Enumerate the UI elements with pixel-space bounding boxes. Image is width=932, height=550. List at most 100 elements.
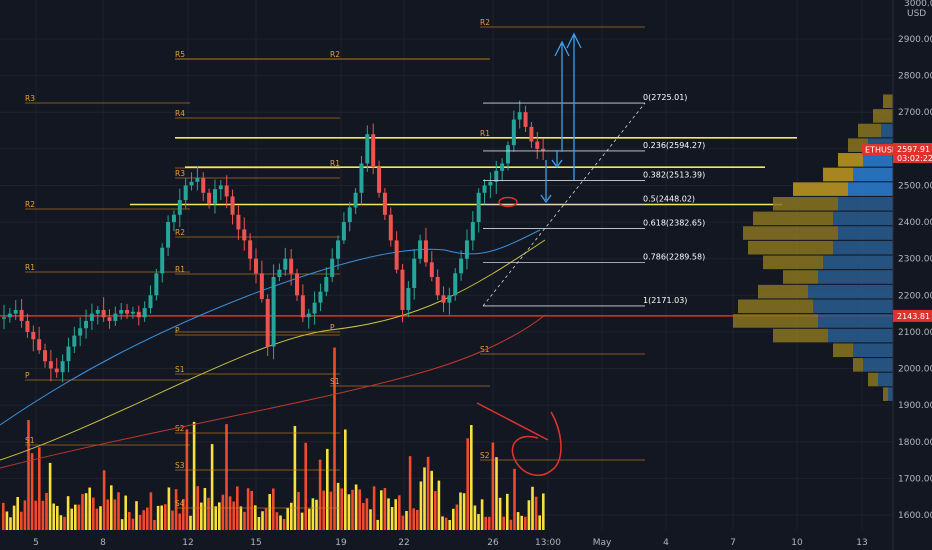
volume-bar — [9, 517, 12, 530]
candle-body — [101, 309, 106, 318]
pivot-label: S1 — [175, 365, 185, 374]
volume-bar — [164, 504, 167, 530]
volume-profile — [733, 94, 893, 401]
volume-bar — [426, 456, 430, 530]
candles — [2, 100, 546, 383]
volume-bar — [189, 515, 192, 530]
profile-bar-up — [758, 284, 808, 299]
volume-bar — [2, 502, 5, 530]
volume-bar — [441, 516, 444, 530]
profile-bar-up — [883, 94, 893, 109]
candle-body — [160, 247, 165, 274]
volume-bar — [362, 502, 365, 530]
volume-bar — [351, 489, 354, 530]
pivot-label: R2 — [480, 18, 490, 27]
candle-body — [201, 178, 206, 193]
volume-bar — [534, 496, 538, 530]
currency-label: USD — [907, 9, 926, 19]
volume-bar — [250, 490, 253, 530]
profile-bar-down — [863, 358, 893, 372]
candle-body — [412, 258, 417, 288]
profile-bar-down — [828, 328, 893, 343]
candle-body — [318, 291, 323, 303]
profile-bar-down — [838, 226, 893, 240]
profile-bar-down — [863, 153, 893, 167]
volume-bar — [279, 515, 282, 530]
volume-bar — [27, 420, 30, 530]
profile-bar-down — [888, 387, 893, 401]
volume-bar — [261, 511, 264, 530]
volume-bar — [390, 507, 394, 530]
candle-body — [177, 200, 182, 215]
profile-bar-up — [743, 226, 838, 240]
volume-bar — [221, 494, 225, 530]
time-tick-label: 5 — [33, 538, 39, 548]
profile-bar-up — [873, 109, 893, 123]
volume-bar — [102, 470, 106, 530]
price-axis[interactable]: 1600.00 1700.00 1800.00 1900.00 2000.00 2100.… — [862, 0, 932, 550]
volume-bar — [200, 502, 203, 530]
pivot-levels: R5 R2 R3 R4 R3 R1 R2 R2 R1 R1 P P P S1 S1 S2 S3 S4 S1 R2 R1 S… — [25, 18, 645, 509]
candle-body — [271, 277, 276, 347]
candle-body — [166, 222, 171, 248]
candle-body — [19, 309, 24, 321]
volume-bar — [99, 506, 102, 530]
profile-bar-down — [818, 270, 893, 284]
candle-body — [394, 240, 399, 270]
volume-bar — [318, 459, 322, 530]
candle-body — [48, 361, 53, 369]
volume-bar — [423, 467, 426, 530]
candle-body — [429, 262, 434, 277]
volume-bar — [182, 498, 185, 530]
time-tick-label: 19 — [335, 538, 347, 548]
pivot-label: S1 — [480, 345, 490, 354]
price-tick-label: 1800.00 — [898, 438, 932, 448]
candle-body — [500, 163, 505, 171]
candle-body — [482, 185, 487, 193]
volume-bar — [146, 507, 149, 530]
price-tick-label: 2700.00 — [898, 108, 932, 118]
time-tick-label: 8 — [100, 538, 106, 548]
candle-body — [347, 207, 352, 223]
volume-bar — [304, 442, 307, 530]
volume-bar — [477, 514, 480, 530]
candle-body — [212, 189, 217, 204]
volume-bar — [516, 512, 520, 530]
profile-bar-up — [868, 372, 878, 387]
volume-bar — [210, 444, 214, 530]
candle-body — [37, 339, 42, 351]
profile-bar-down — [881, 123, 893, 138]
pivot-label: P — [330, 323, 335, 332]
volume-bar — [542, 493, 545, 530]
candle-body — [365, 134, 370, 164]
volume-bar — [160, 505, 163, 530]
price-tick-label: 2300.00 — [898, 255, 932, 265]
time-axis[interactable]: 5 8 12 15 19 22 26 13:00 May 4 7 10 13 — [33, 538, 868, 548]
fib-retracement[interactable]: 0(2725.01) 0.236(2594.27) 0.382(2513.39) 0.… — [482, 93, 705, 307]
candle-body — [459, 258, 464, 274]
price-tick-label: 2400.00 — [898, 218, 932, 228]
pivot-label: R2 — [175, 228, 185, 237]
volume-bar — [254, 505, 257, 530]
volume-bar — [117, 492, 120, 530]
profile-bar-up — [793, 182, 848, 196]
candle-body — [78, 328, 83, 336]
candle-body — [535, 141, 540, 149]
price-tick-label: 1600.00 — [898, 511, 932, 521]
profile-bar-up — [853, 358, 863, 372]
volume-bar — [171, 510, 174, 530]
volume-bar — [243, 511, 246, 530]
candle-body — [148, 295, 153, 309]
pivot-label: S4 — [175, 499, 185, 508]
volume-bar — [286, 507, 289, 530]
volume-bar — [383, 488, 387, 530]
candle-body — [300, 295, 305, 318]
pivot-label: R1 — [330, 159, 340, 168]
candle-body — [464, 240, 469, 259]
pivot-label: R1 — [480, 129, 490, 138]
fib-label: 0.236(2594.27) — [643, 141, 705, 150]
candle-body — [119, 309, 124, 314]
current-price-label: 2597.91 — [897, 145, 930, 154]
volume-bar — [239, 506, 243, 530]
